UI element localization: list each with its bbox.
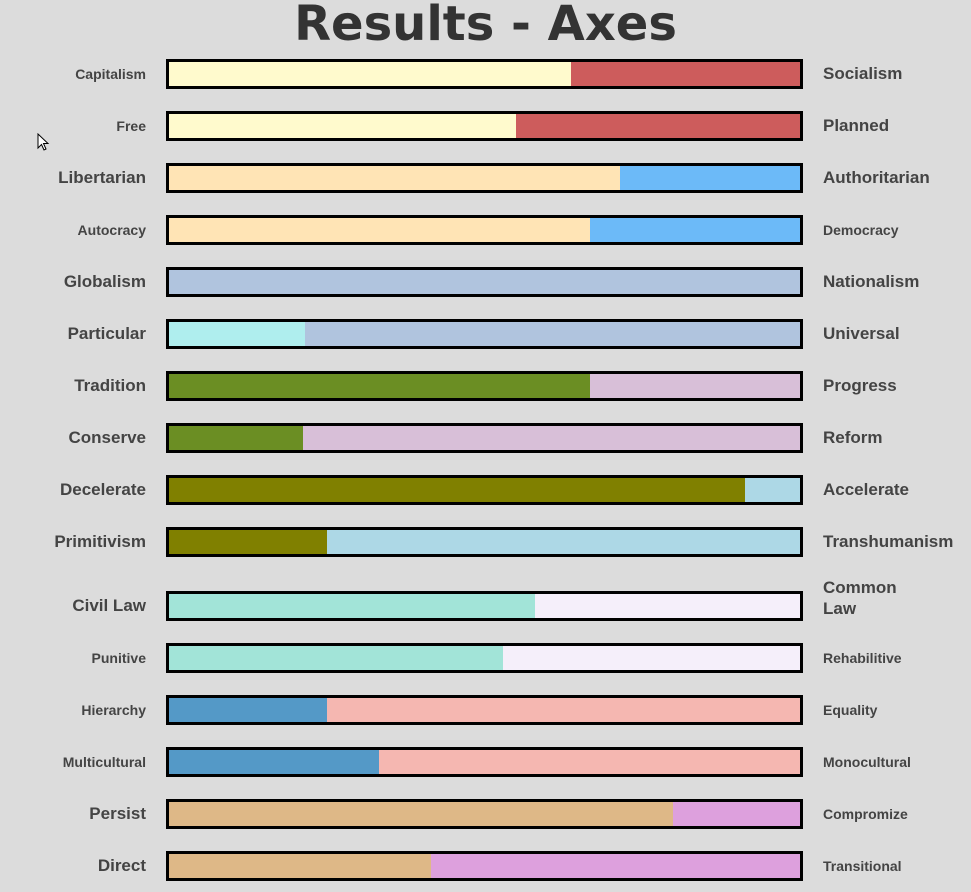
right-label: Socialism <box>823 64 903 83</box>
axis-row: Free Planned <box>0 111 971 141</box>
left-segment <box>169 646 503 670</box>
left-label: Autocracy <box>77 222 146 238</box>
right-label: Transhumanism <box>823 532 954 551</box>
right-segment <box>169 270 800 294</box>
right-label: Rehabilitive <box>823 650 902 666</box>
right-segment <box>305 322 800 346</box>
left-segment <box>169 698 327 722</box>
left-label: Libertarian <box>58 168 146 187</box>
right-segment <box>570 62 800 86</box>
left-label: Tradition <box>74 376 146 395</box>
left-segment <box>169 62 571 86</box>
right-segment <box>534 594 800 618</box>
axis-row: Multicultural Monocultural <box>0 747 971 777</box>
left-segment <box>169 478 746 502</box>
axis-row: Primitivism Transhumanism <box>0 527 971 557</box>
right-label: Planned <box>823 116 890 135</box>
axis-bar <box>166 59 803 89</box>
axis-row: Civil Law Common Law <box>0 578 971 621</box>
left-label: Conserve <box>68 428 146 447</box>
axis-bar <box>166 591 803 621</box>
axis-row: Tradition Progress <box>0 371 971 401</box>
right-label: Authoritarian <box>823 168 930 187</box>
axis-row: Particular Universal <box>0 319 971 349</box>
left-label: Multicultural <box>62 754 146 770</box>
left-label: Primitivism <box>54 532 146 551</box>
right-segment <box>589 374 800 398</box>
axis-bar <box>166 111 803 141</box>
left-segment <box>169 322 306 346</box>
axis-row: Capitalism Socialism <box>0 59 971 89</box>
axis-bar <box>166 215 803 245</box>
right-label: Common Law <box>823 578 897 618</box>
axis-row: Autocracy Democracy <box>0 215 971 245</box>
axis-row: Direct Transitional <box>0 851 971 881</box>
right-segment <box>516 114 800 138</box>
left-label: Persist <box>89 804 146 823</box>
axis-bar <box>166 747 803 777</box>
right-segment <box>745 478 800 502</box>
axis-bar <box>166 851 803 881</box>
right-label: Nationalism <box>823 272 920 291</box>
axis-bar <box>166 475 803 505</box>
right-label: Transitional <box>823 858 902 874</box>
left-segment <box>169 802 674 826</box>
right-label: Democracy <box>823 222 899 238</box>
right-segment <box>326 698 800 722</box>
right-label: Monocultural <box>823 754 911 770</box>
right-segment <box>502 646 800 670</box>
mouse-cursor-icon <box>37 133 50 151</box>
right-label: Universal <box>823 324 900 343</box>
right-label: Equality <box>823 702 878 718</box>
left-segment <box>169 594 535 618</box>
axis-bar <box>166 267 803 297</box>
axis-row: Hierarchy Equality <box>0 695 971 725</box>
axis-bar <box>166 695 803 725</box>
axis-bar <box>166 799 803 829</box>
right-segment <box>620 166 800 190</box>
left-segment <box>169 218 590 242</box>
left-label: Particular <box>67 324 146 343</box>
left-label: Capitalism <box>75 66 146 82</box>
left-label: Hierarchy <box>81 702 146 718</box>
axis-row: Conserve Reform <box>0 423 971 453</box>
right-segment <box>589 218 800 242</box>
right-segment <box>379 750 800 774</box>
left-segment <box>169 114 517 138</box>
axis-row: Globalism Nationalism <box>0 267 971 297</box>
axis-row: Libertarian Authoritarian <box>0 163 971 193</box>
left-label: Punitive <box>91 650 146 666</box>
left-segment <box>169 166 621 190</box>
right-segment <box>673 802 800 826</box>
left-label: Free <box>116 118 146 134</box>
chart-title: Results - Axes <box>294 0 677 52</box>
right-segment <box>302 426 800 450</box>
axis-bar <box>166 423 803 453</box>
axis-bar <box>166 643 803 673</box>
axis-bar <box>166 163 803 193</box>
right-label: Compromize <box>823 806 908 822</box>
right-label: Progress <box>823 376 897 395</box>
right-label: Accelerate <box>823 480 910 499</box>
left-label: Decelerate <box>59 480 146 499</box>
axis-bar <box>166 319 803 349</box>
axis-row: Punitive Rehabilitive <box>0 643 971 673</box>
right-segment <box>430 854 800 878</box>
left-segment <box>169 750 380 774</box>
left-segment <box>169 530 327 554</box>
left-segment <box>169 374 590 398</box>
left-label: Direct <box>97 856 146 875</box>
left-label: Globalism <box>63 272 146 291</box>
left-segment <box>169 426 303 450</box>
right-label: Reform <box>823 428 883 447</box>
right-segment <box>326 530 800 554</box>
left-segment <box>169 854 431 878</box>
left-label: Civil Law <box>72 596 146 615</box>
axis-bar <box>166 371 803 401</box>
axis-row: Decelerate Accelerate <box>0 475 971 505</box>
axis-row: Persist Compromize <box>0 799 971 829</box>
axis-bar <box>166 527 803 557</box>
